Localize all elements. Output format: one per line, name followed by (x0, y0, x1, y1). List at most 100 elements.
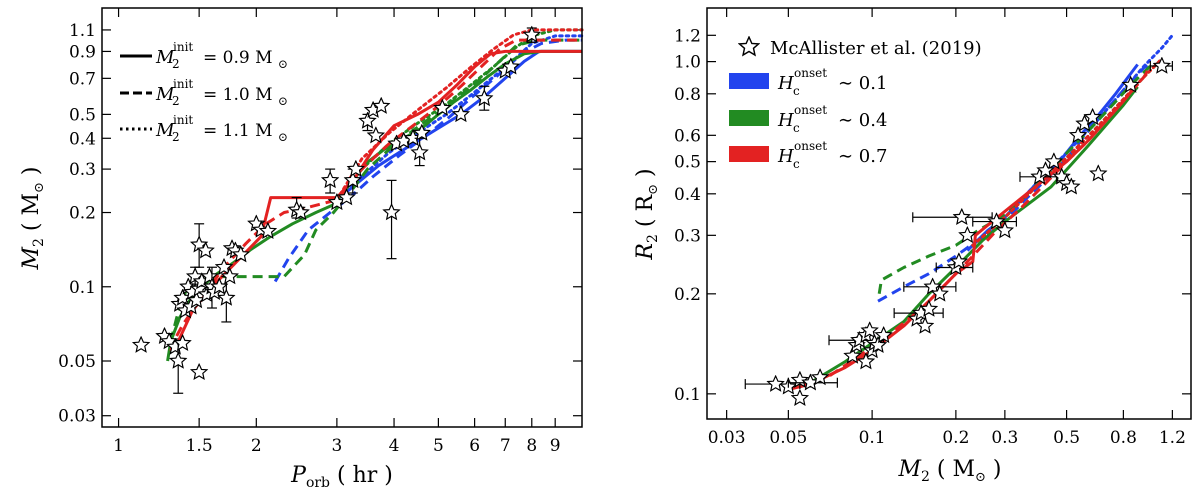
data-point-star (411, 143, 429, 160)
legend-value: ∼ 0.7 (838, 146, 887, 167)
x-tick-label: 0.3 (991, 428, 1018, 448)
legend-sup: init (173, 113, 193, 127)
x-tick-label: 1 (113, 436, 124, 456)
right-legend-entry-0: H c onset ∼ 0.1 (729, 66, 887, 98)
left-legend-entry-0: M 2 init = 0.9 M ⊙ (120, 40, 288, 71)
left-panel: 1 1.5 2 3 4 5 6 7 8 9 0.03 0.05 0.1 0.2 0.3 0.4 0.5 0.7 0.… (19, 7, 584, 491)
legend-sun-symbol: ⊙ (278, 130, 288, 144)
data-point-star (217, 289, 235, 306)
data-point-star (791, 389, 809, 406)
left-points (132, 26, 541, 394)
y-tick-label: 1.2 (674, 26, 701, 46)
y-tick-label: 0.1 (69, 278, 96, 298)
x-tick-label: 3 (331, 436, 342, 456)
x-tick-label: 4 (389, 436, 400, 456)
legend-sub: c (793, 121, 800, 135)
y-tick-label: 0.2 (69, 204, 96, 224)
y-tick-label: 0.5 (674, 153, 701, 173)
y-tick-label: 0.6 (674, 126, 701, 146)
left-legend-entry-1: M 2 init = 1.0 M ⊙ (120, 77, 288, 108)
right-legend: McAllister et al. (2019) H c onset ∼ 0.1… (729, 36, 982, 171)
data-point-star (347, 160, 365, 177)
data-point-star (1153, 57, 1171, 74)
data-point-star (953, 208, 971, 225)
x-tick-label: 0.05 (769, 428, 807, 448)
series-line-green-dotted (335, 28, 584, 202)
legend-star-icon (738, 36, 760, 56)
legend-sun-symbol: ⊙ (278, 57, 288, 71)
y-tick-label: 0.4 (674, 185, 701, 205)
x-tick-label: 5 (433, 436, 444, 456)
legend-sup: init (173, 77, 193, 91)
legend-sup: onset (794, 103, 827, 117)
series-line-blue-dashed (273, 38, 582, 283)
right-axes-frame (706, 7, 1192, 420)
data-point-star (767, 375, 785, 392)
x-tick-label: 0.8 (1110, 428, 1137, 448)
left-x-axis-label: Porb ( hr ) (290, 463, 393, 491)
y-tick-label: 0.03 (58, 407, 96, 427)
left-legend-entry-2: M 2 init = 1.1 M ⊙ (120, 113, 288, 144)
x-tick-label: 2 (251, 436, 262, 456)
x-tick-label: 0.1 (859, 428, 886, 448)
x-tick-label: 1.5 (186, 436, 213, 456)
legend-title: McAllister et al. (2019) (770, 38, 982, 59)
legend-sub: 2 (172, 94, 180, 108)
x-tick-label: 8 (526, 436, 537, 456)
right-points (744, 57, 1173, 406)
right-x-axis-label: M2 ( M⊙ ) (897, 457, 1001, 485)
legend-sub: 2 (172, 57, 180, 71)
x-tick-label: 7 (500, 436, 511, 456)
left-series (166, 28, 584, 362)
right-panel: 0.03 0.05 0.1 0.2 0.3 0.5 0.8 1.2 0.1 0.2 0.3 0.4 0.… (633, 7, 1192, 485)
data-point-star (190, 363, 208, 380)
y-tick-label: 0.7 (69, 69, 96, 89)
data-point-star (359, 112, 376, 129)
data-point-star (383, 203, 400, 220)
legend-sub: c (793, 157, 800, 171)
y-tick-label: 0.8 (674, 85, 701, 105)
series-line-green-solid (787, 85, 1139, 392)
right-y-axis-label: R2 ( R⊙ ) (633, 168, 661, 260)
right-legend-entry-2: H c onset ∼ 0.7 (729, 139, 887, 171)
x-tick-label: 0.03 (708, 428, 746, 448)
series-line-red-dotted (971, 57, 1164, 247)
legend-symbol: H (777, 73, 794, 94)
legend-symbol: H (777, 110, 794, 131)
legend-swatch-red (729, 146, 769, 162)
y-tick-label: 0.3 (674, 226, 701, 246)
legend-symbol: M (155, 120, 175, 141)
y-tick-label: 1.1 (69, 21, 96, 41)
legend-sup: onset (794, 66, 827, 80)
y-tick-label: 0.3 (69, 160, 96, 180)
legend-symbol: H (777, 146, 794, 167)
legend-value: = 1.1 M (203, 121, 273, 141)
y-tick-label: 0.2 (674, 285, 701, 305)
y-tick-label: 1.0 (674, 53, 701, 73)
data-point-star (321, 171, 339, 188)
x-tick-label: 0.5 (1053, 428, 1080, 448)
legend-sun-symbol: ⊙ (278, 94, 288, 108)
data-point-star (169, 352, 187, 369)
left-ticks: 1 1.5 2 3 4 5 6 7 8 9 0.03 0.05 0.1 0.2 0.3 0.4 0.5 0.7 0.… (58, 8, 582, 456)
legend-symbol: M (155, 47, 175, 68)
y-tick-label: 0.1 (674, 385, 701, 405)
data-point-star (1089, 164, 1107, 181)
legend-symbol: M (155, 84, 175, 105)
legend-swatch-blue (729, 73, 769, 89)
y-tick-label: 0.05 (58, 352, 96, 372)
x-tick-label: 0.2 (942, 428, 969, 448)
legend-sub: 2 (172, 130, 180, 144)
right-legend-entry-1: H c onset ∼ 0.4 (729, 103, 887, 135)
legend-value: = 1.0 M (203, 85, 273, 105)
left-axes-frame (101, 7, 583, 428)
left-legend: M 2 init = 0.9 M ⊙ M 2 init = 1.0 M ⊙ M … (120, 40, 288, 144)
right-ticks: 0.03 0.05 0.1 0.2 0.3 0.5 0.8 1.2 0.1 0.2 0.3 0.4 0.… (674, 8, 1191, 448)
legend-sup: init (173, 40, 193, 54)
data-point-star (132, 336, 150, 353)
legend-sub: c (793, 84, 800, 98)
x-tick-label: 9 (550, 436, 561, 456)
legend-value: = 0.9 M (203, 48, 273, 68)
legend-swatch-green (729, 110, 769, 126)
